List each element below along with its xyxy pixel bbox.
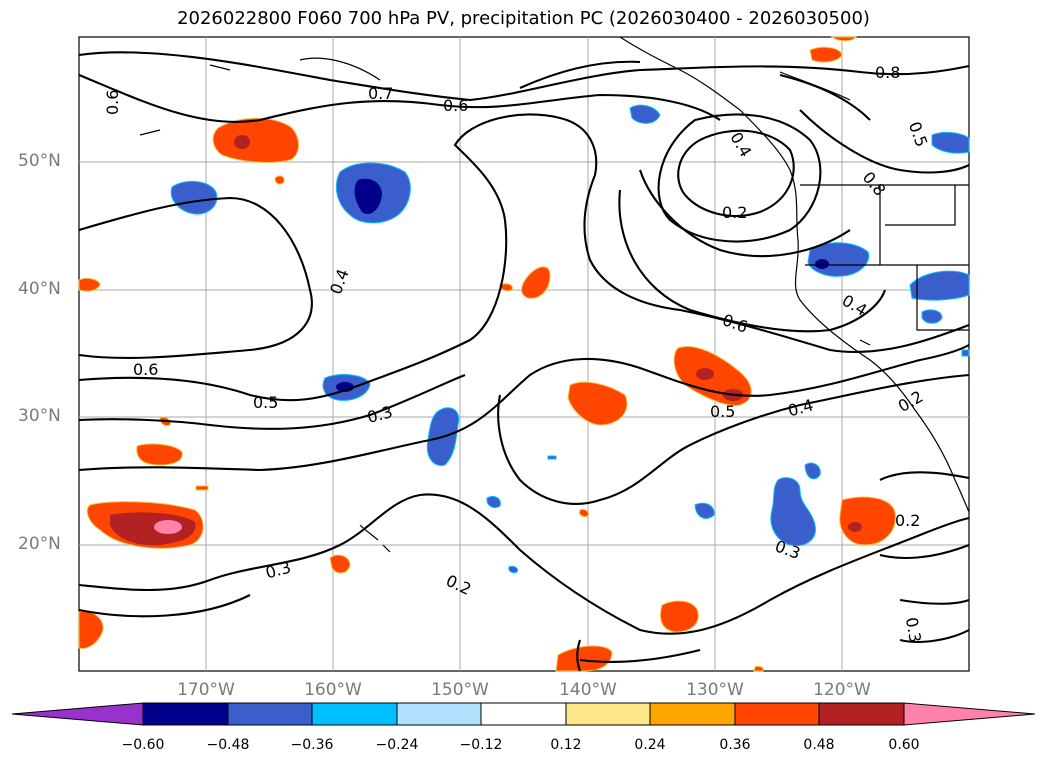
lat-label-20n: 20°N bbox=[18, 534, 61, 554]
colorbar-tick: −0.24 bbox=[375, 737, 419, 753]
contour-label: 0.6 bbox=[133, 360, 158, 379]
contour-label: 0.8 bbox=[875, 63, 900, 82]
lat-label-50n: 50°N bbox=[18, 151, 61, 171]
lon-label-120w: 120°W bbox=[813, 680, 871, 700]
colorbar-extend-low bbox=[11, 702, 144, 726]
contour-label: 0.7 bbox=[368, 84, 393, 103]
colorbar-tick: 0.36 bbox=[719, 737, 751, 753]
precip-positive bbox=[78, 36, 896, 672]
colorbar bbox=[11, 702, 1036, 726]
colorbar-tick: −0.48 bbox=[206, 737, 250, 753]
pv-contours bbox=[78, 51, 970, 672]
coastlines bbox=[139, 36, 970, 553]
colorbar-tick: −0.12 bbox=[459, 737, 503, 753]
contour-label: 0.5 bbox=[710, 402, 735, 421]
lon-label-140w: 140°W bbox=[559, 680, 617, 700]
lon-label-170w: 170°W bbox=[177, 680, 235, 700]
contour-label: 0.6 bbox=[103, 90, 122, 115]
map-title: 2026022800 F060 700 hPa PV, precipitatio… bbox=[177, 8, 870, 29]
colorbar-tick: −0.36 bbox=[290, 737, 334, 753]
lat-label-40n: 40°N bbox=[18, 279, 61, 299]
lon-label-130w: 130°W bbox=[686, 680, 744, 700]
contour-label: 0.6 bbox=[443, 96, 468, 115]
lon-label-160w: 160°W bbox=[304, 680, 362, 700]
colorbar-tick: 0.24 bbox=[634, 737, 666, 753]
contour-label: 0.5 bbox=[253, 393, 278, 412]
contour-label: 0.2 bbox=[722, 203, 747, 222]
lon-label-150w: 150°W bbox=[431, 680, 489, 700]
contour-label: 0.3 bbox=[902, 616, 925, 644]
colorbar-tick: 0.60 bbox=[888, 737, 920, 753]
contour-label: 0.2 bbox=[895, 511, 920, 530]
lat-label-30n: 30°N bbox=[18, 406, 61, 426]
colorbar-extend-high bbox=[903, 702, 1036, 726]
colorbar-tick: 0.12 bbox=[550, 737, 582, 753]
colorbar-tick: −0.60 bbox=[121, 737, 165, 753]
colorbar-tick: 0.48 bbox=[803, 737, 835, 753]
precip-negative bbox=[170, 104, 970, 574]
